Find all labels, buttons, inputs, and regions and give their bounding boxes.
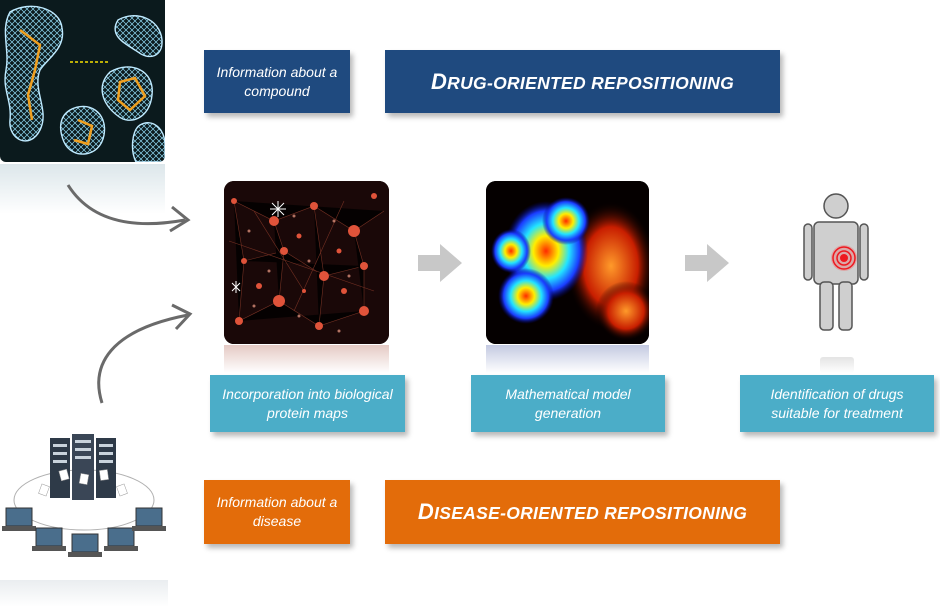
step-box-protein-maps: Incorporation into biological protein ma… [210,375,405,432]
human-figure-reflection [820,357,854,373]
arrow-right-2 [685,244,729,282]
arrow-right-1 [418,244,462,282]
heatmap-image [486,181,649,344]
molecule-reflection [0,164,165,214]
disease-oriented-title: Disease-oriented repositioning [417,499,748,524]
drug-oriented-title-box: Drug-oriented repositioning [385,50,780,113]
step-box-drug-identification: Identification of drugs suitable for tre… [740,375,934,432]
human-figure-icon [803,193,869,331]
compound-info-box: Information about a compound [204,50,350,113]
step-label-model-generation: Mathematical model generation [505,385,631,421]
step-box-model-generation: Mathematical model generation [471,375,665,432]
curved-arrow-top [66,184,191,233]
disease-info-box: Information about a disease [204,480,350,544]
drug-oriented-title: Drug-oriented repositioning [430,68,735,94]
disease-info-label: Information about a disease [216,494,338,529]
heatmap-reflection [486,345,649,373]
step-label-protein-maps: Incorporation into biological protein ma… [222,385,393,421]
step-label-drug-identification: Identification of drugs suitable for tre… [770,385,904,421]
protein-network-reflection [224,345,389,373]
disease-oriented-title-box: Disease-oriented repositioning [385,480,780,544]
curved-arrow-bottom [97,303,193,404]
compound-info-label: Information about a compound [216,63,338,99]
server-reflection [0,580,168,607]
protein-network-image [224,181,389,344]
server-network-image [0,430,168,580]
molecule-density-image [0,0,165,162]
